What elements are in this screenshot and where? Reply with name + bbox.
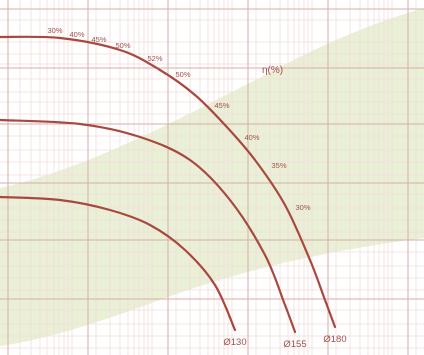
efficiency-label: 35%	[271, 161, 286, 170]
efficiency-label: 45%	[91, 35, 106, 44]
efficiency-label: 50%	[175, 70, 190, 79]
efficiency-label: 40%	[69, 30, 84, 39]
curve-d180	[0, 35, 337, 329]
efficiency-label: 52%	[147, 54, 162, 63]
curve-d155	[0, 118, 297, 334]
curve-label-d180: Ø180	[323, 334, 346, 345]
curve-label-d155: Ø155	[283, 339, 306, 350]
efficiency-label: 30%	[295, 203, 310, 212]
efficiency-labels: 30% 40% 45% 50% 52% 50% 45% 40% 35% 30%	[47, 26, 310, 212]
efficiency-axis-label: η(%)	[262, 65, 283, 76]
curve-d130	[0, 195, 237, 332]
curve-label-d130: Ø130	[223, 337, 246, 348]
efficiency-label: 40%	[244, 133, 259, 142]
efficiency-label: 45%	[214, 101, 229, 110]
impeller-curves: Ø130 Ø155 Ø180	[0, 35, 347, 350]
efficiency-label: 50%	[115, 41, 130, 50]
operating-zone	[0, 8, 424, 346]
efficiency-label: 30%	[47, 26, 62, 35]
